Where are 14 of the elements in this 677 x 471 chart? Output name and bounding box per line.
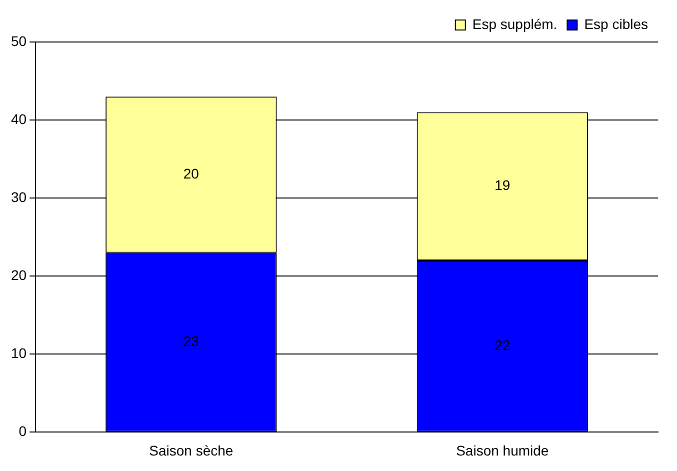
data-label: 22 bbox=[494, 336, 510, 353]
legend-label: Esp cibles bbox=[584, 16, 648, 32]
x-tick-label: Saison humide bbox=[456, 442, 549, 458]
y-tick-label: 10 bbox=[10, 345, 27, 362]
data-label: 23 bbox=[183, 333, 200, 350]
x-tick-label: Saison sèche bbox=[149, 442, 234, 458]
y-tick-label: 50 bbox=[10, 32, 27, 49]
y-tick-label: 40 bbox=[10, 110, 27, 127]
legend-label: Esp supplém. bbox=[472, 16, 558, 32]
y-tick-label: 30 bbox=[10, 188, 27, 205]
data-label: 20 bbox=[183, 166, 200, 182]
y-tick-label: 0 bbox=[18, 423, 27, 440]
y-tick-label: 20 bbox=[10, 266, 27, 283]
data-label: 19 bbox=[494, 177, 510, 194]
